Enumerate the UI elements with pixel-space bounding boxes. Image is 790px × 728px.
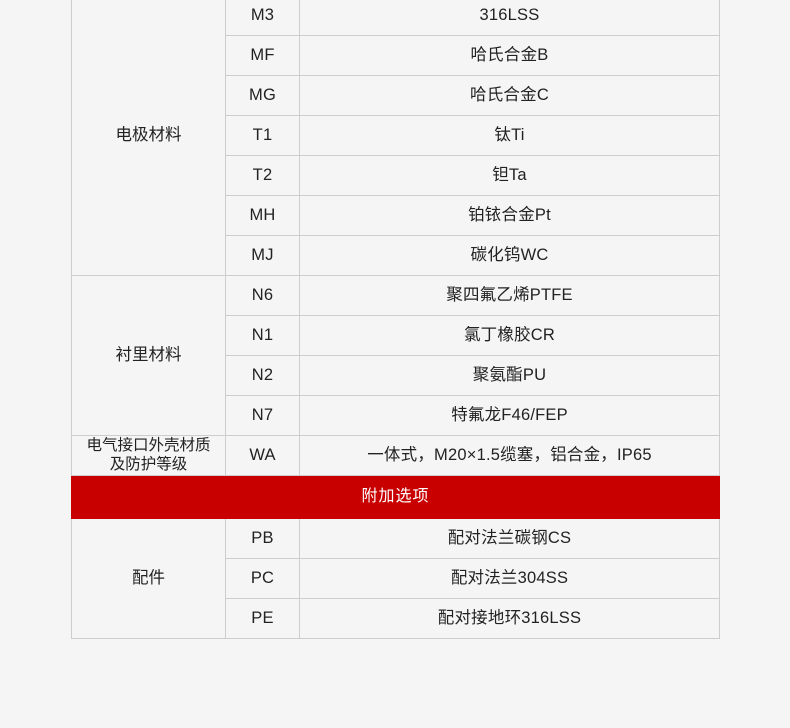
- description-cell: 聚四氟乙烯PTFE: [299, 275, 720, 316]
- description-cell: 铂铱合金Pt: [299, 195, 720, 236]
- table-row: 衬里材料 N6 聚四氟乙烯PTFE: [71, 275, 720, 436]
- table-row: 电气接口外壳材质 及防护等级 WA 一体式，M20×1.5缆塞，铝合金，IP65: [71, 435, 720, 476]
- code-cell: N2: [225, 355, 300, 396]
- section-banner-cell: 附加选项: [71, 475, 720, 519]
- group-label-electrode-material: 电极材料: [71, 0, 226, 276]
- code-cell: PE: [225, 598, 300, 639]
- group-label-accessories: 配件: [71, 518, 226, 639]
- table-row: T2 钽Ta: [72, 155, 720, 196]
- description-cell: 哈氏合金B: [299, 35, 720, 76]
- description-cell: 氯丁橡胶CR: [299, 315, 720, 356]
- description-cell: 配对接地环316LSS: [299, 598, 720, 639]
- description-cell: 配对法兰304SS: [299, 558, 720, 599]
- table-row: 电极材料 M3 316LSS: [71, 0, 720, 276]
- table-row: PC 配对法兰304SS: [72, 558, 720, 599]
- description-cell: 聚氨酯PU: [299, 355, 720, 396]
- table-row: PE 配对接地环316LSS: [72, 598, 720, 639]
- table-row: N1 氯丁橡胶CR: [72, 315, 720, 356]
- description-cell: 配对法兰碳钢CS: [299, 518, 720, 559]
- description-cell: 钛Ti: [299, 115, 720, 156]
- group-label-lining-material: 衬里材料: [71, 275, 226, 436]
- section-banner-label: 附加选项: [361, 487, 430, 505]
- code-cell: MH: [225, 195, 300, 236]
- table-row: MG 哈氏合金C: [72, 75, 720, 116]
- description-cell: 特氟龙F46/FEP: [299, 395, 720, 436]
- code-cell: N1: [225, 315, 300, 356]
- description-cell: 钽Ta: [299, 155, 720, 196]
- code-cell: PC: [225, 558, 300, 599]
- group-label-electrical-interface: 电气接口外壳材质 及防护等级: [71, 435, 226, 476]
- table-row: N7 特氟龙F46/FEP: [72, 395, 720, 436]
- description-cell: 316LSS: [299, 0, 720, 36]
- code-cell: N6: [225, 275, 300, 316]
- code-cell: MG: [225, 75, 300, 116]
- table-row: MJ 碳化钨WC: [72, 235, 720, 276]
- description-cell: 一体式，M20×1.5缆塞，铝合金，IP65: [299, 435, 720, 476]
- table-row: T1 钛Ti: [72, 115, 720, 156]
- description-cell: 碳化钨WC: [299, 235, 720, 276]
- code-cell: T1: [225, 115, 300, 156]
- table-row: MH 铂铱合金Pt: [72, 195, 720, 236]
- table-row: N2 聚氨酯PU: [72, 355, 720, 396]
- code-cell: N7: [225, 395, 300, 436]
- code-cell: PB: [225, 518, 300, 559]
- spec-table-body: 电极材料 M3 316LSS MF 哈氏合金B MG 哈氏合金C T1 钛Ti …: [71, 0, 720, 639]
- description-cell: 哈氏合金C: [299, 75, 720, 116]
- code-cell: MF: [225, 35, 300, 76]
- code-cell: T2: [225, 155, 300, 196]
- section-banner-additional-options: 附加选项: [71, 475, 720, 519]
- code-cell: MJ: [225, 235, 300, 276]
- code-cell: M3: [225, 0, 300, 36]
- product-specification-table: 电极材料 M3 316LSS MF 哈氏合金B MG 哈氏合金C T1 钛Ti …: [71, 0, 720, 639]
- table-row: 配件 PB 配对法兰碳钢CS: [71, 518, 720, 639]
- code-cell: WA: [225, 435, 300, 476]
- table-row: MF 哈氏合金B: [72, 35, 720, 76]
